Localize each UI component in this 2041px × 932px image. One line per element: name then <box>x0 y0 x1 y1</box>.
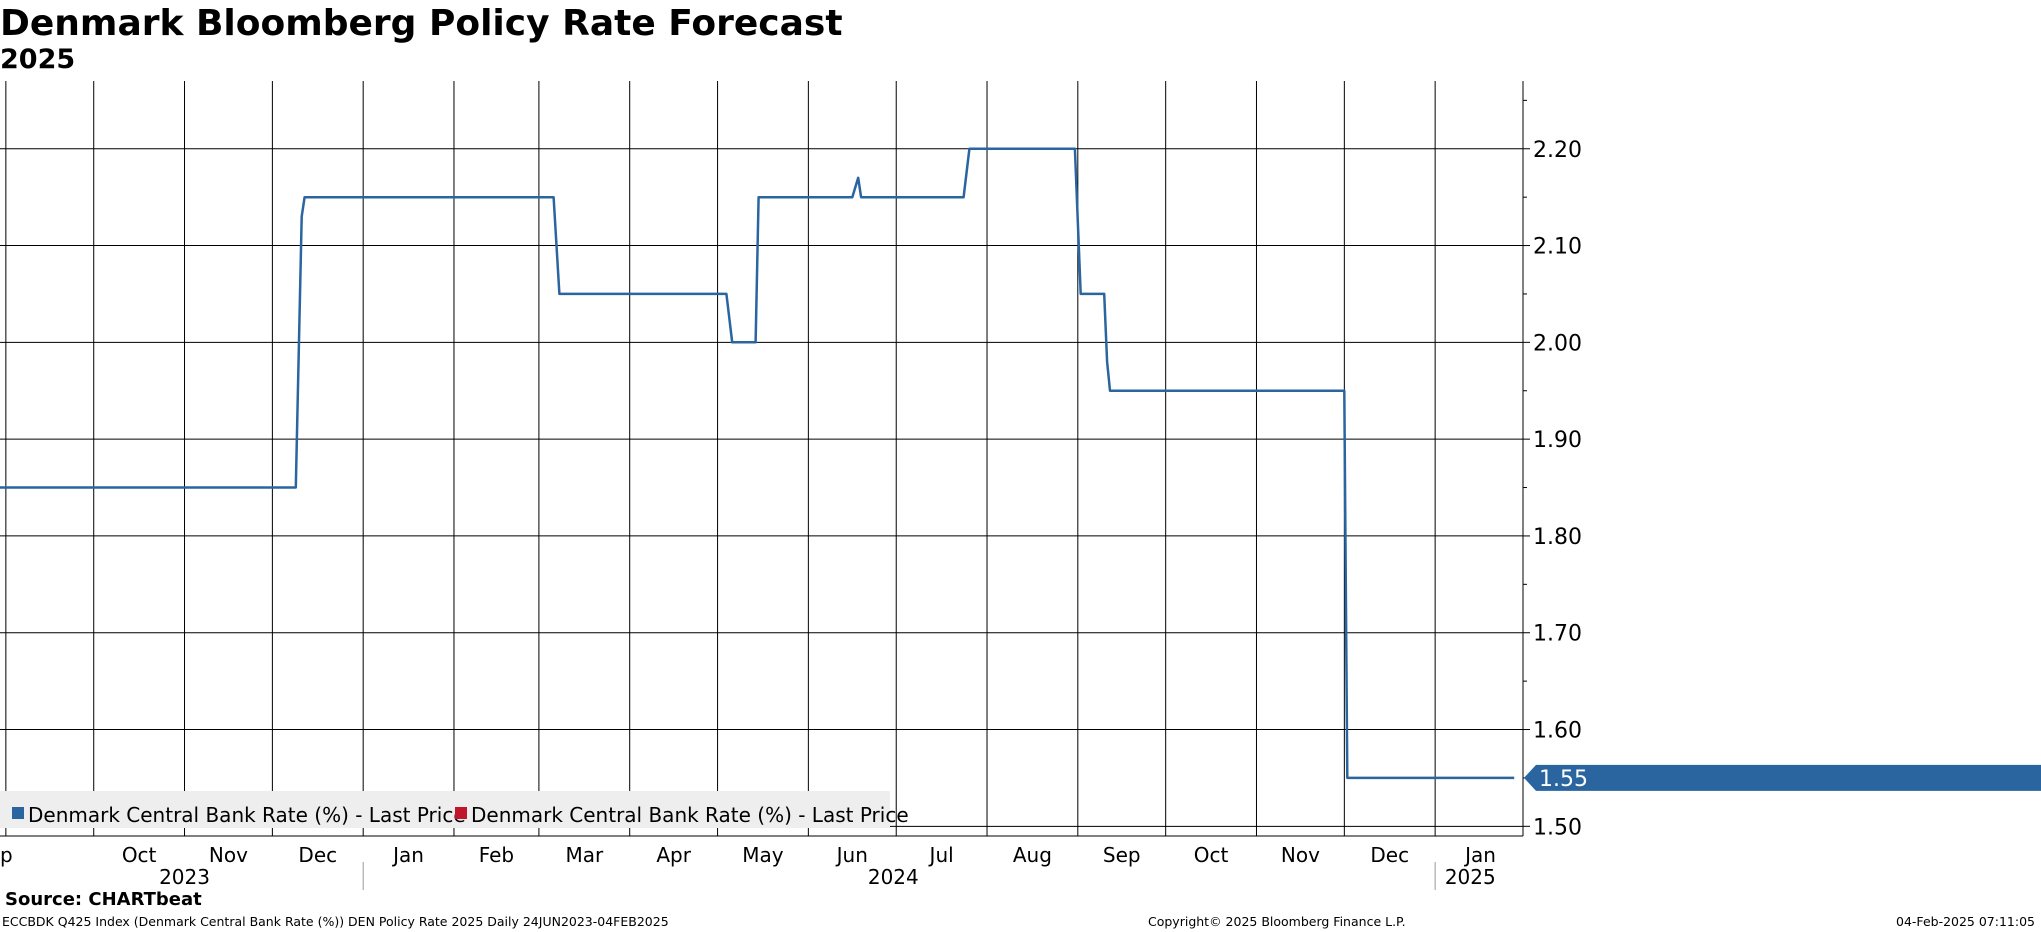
x-tick-label: Nov <box>1281 843 1320 867</box>
x-tick-label: Aug <box>1013 843 1052 867</box>
last-value-tag <box>1524 764 2041 791</box>
x-tick-label: Dec <box>1370 843 1409 867</box>
source-note: Source: CHARTbeat <box>5 889 202 910</box>
x-tick-label: Nov <box>209 843 248 867</box>
x-tick-label: Oct <box>1194 843 1229 867</box>
legend-background <box>0 791 890 828</box>
x-tick-label: Jul <box>928 843 954 867</box>
series-layer <box>0 147 1515 780</box>
legend-label: Denmark Central Bank Rate (%) - Last Pri… <box>471 803 909 827</box>
legend-label: Denmark Central Bank Rate (%) - Last Pri… <box>28 803 466 827</box>
axes: 1.50 1.60 1.70 1.80 1.90 2.00 2.10 2.20 Sep Oct No… <box>0 81 2041 890</box>
x-tick-label: Oct <box>122 843 157 867</box>
legend: Denmark Central Bank Rate (%) - Last Pri… <box>0 791 909 828</box>
x-tick-label: Mar <box>565 843 604 867</box>
y-tick-label: 1.80 <box>1533 525 1582 550</box>
year-label: 2024 <box>868 865 919 889</box>
x-tick-label: Dec <box>298 843 337 867</box>
legend-swatch <box>455 807 467 819</box>
copyright-note: Copyright© 2025 Bloomberg Finance L.P. <box>1148 914 1406 929</box>
x-tick-label: Feb <box>479 843 514 867</box>
year-label: 2025 <box>1445 865 1496 889</box>
x-tick-label: May <box>742 843 784 867</box>
year-label: 2023 <box>159 865 210 889</box>
x-tick-label: Sep <box>0 843 13 867</box>
x-tick-label: Sep <box>1103 843 1141 867</box>
timestamp: 04-Feb-2025 07:11:05 <box>1896 914 2035 929</box>
last-value-label: 1.55 <box>1539 767 1588 792</box>
x-tick-label: Jun <box>835 843 868 867</box>
y-tick-label: 2.20 <box>1533 138 1582 163</box>
y-tick-label: 1.70 <box>1533 622 1582 647</box>
grid <box>0 81 1523 836</box>
y-tick-label: 1.50 <box>1533 815 1582 840</box>
chart-subtitle: 2025 <box>0 44 76 75</box>
y-tick-label: 1.90 <box>1533 428 1582 453</box>
chart-title: Denmark Bloomberg Policy Rate Forecast <box>0 3 843 44</box>
legend-swatch <box>12 807 24 819</box>
series-line <box>0 147 1515 780</box>
y-tick-label: 2.10 <box>1533 235 1582 260</box>
y-tick-label: 1.60 <box>1533 719 1582 744</box>
x-tick-label: Jan <box>1463 843 1496 867</box>
x-tick-label: Apr <box>656 843 691 867</box>
ticker-info: ECCBDK Q425 Index (Denmark Central Bank … <box>2 914 669 929</box>
y-tick-label: 2.00 <box>1533 331 1582 356</box>
x-tick-label: Jan <box>391 843 424 867</box>
